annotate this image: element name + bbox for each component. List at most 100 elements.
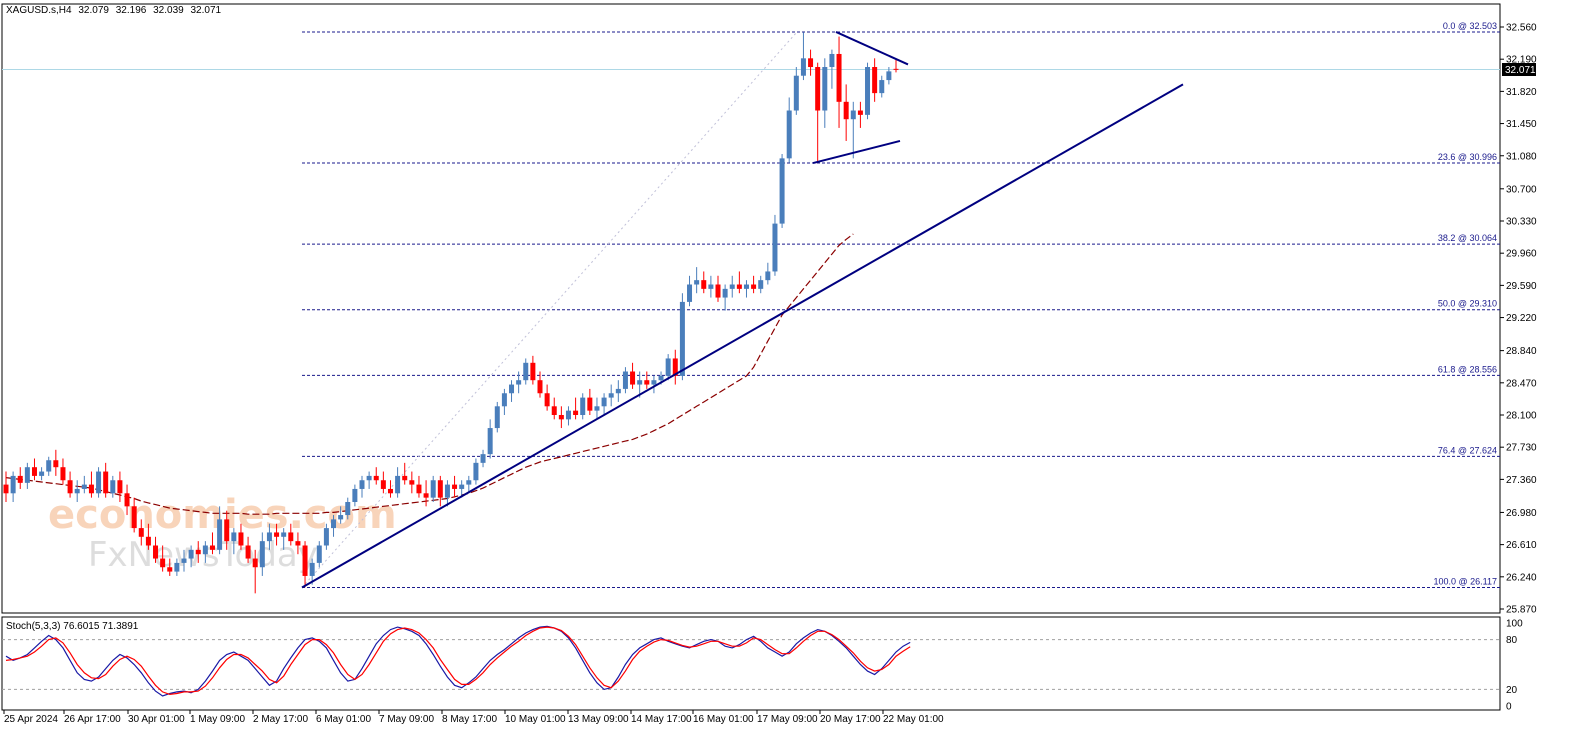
candle-body xyxy=(188,549,194,559)
candle xyxy=(679,293,685,381)
triangle-lower-line xyxy=(812,139,901,165)
candle-body xyxy=(516,380,522,385)
candle-body xyxy=(551,406,557,415)
candle xyxy=(573,397,579,420)
candle-body xyxy=(110,480,116,494)
price-tick-label: 32.560 xyxy=(1506,23,1537,34)
candle-body xyxy=(523,362,529,381)
candle xyxy=(131,497,137,533)
candle xyxy=(281,528,287,550)
support-trendline xyxy=(301,83,1184,589)
candle xyxy=(644,371,650,389)
candle-body xyxy=(131,506,137,529)
candle xyxy=(886,67,892,85)
time-tick-label: 14 May 17:00 xyxy=(631,714,692,725)
candle-body xyxy=(17,475,23,483)
candle xyxy=(687,275,693,307)
candle xyxy=(765,262,771,285)
candle-body xyxy=(872,67,878,94)
price-tick-label: 32.190 xyxy=(1506,55,1537,66)
candle-body xyxy=(323,528,329,546)
candle xyxy=(808,49,814,76)
candle xyxy=(872,58,878,102)
candle-body xyxy=(758,280,764,289)
moving-average-layer xyxy=(5,233,854,515)
candle-body xyxy=(672,358,678,376)
candle-body xyxy=(765,271,771,281)
candle xyxy=(288,523,294,546)
high-value: 32.196 xyxy=(116,5,147,16)
fibonacci-layer: 0.0 @ 32.503 23.6 @ 30.996 38.2 @ 30.064 50… xyxy=(301,21,1500,589)
candle-body xyxy=(281,532,287,537)
candle xyxy=(259,532,265,576)
candle xyxy=(694,267,700,294)
candle xyxy=(117,471,123,502)
fib-level-label: 100.0 @ 26.117 xyxy=(1433,577,1497,587)
price-tick-label: 29.220 xyxy=(1506,313,1537,324)
current-price-label: 32.071 xyxy=(1505,65,1536,76)
candle-body xyxy=(815,67,821,111)
candle xyxy=(402,462,408,485)
time-tick-label: 20 May 17:00 xyxy=(820,714,881,725)
candle xyxy=(60,458,66,485)
candle-body xyxy=(608,393,614,398)
candle xyxy=(46,456,52,476)
candle xyxy=(53,449,59,476)
candle xyxy=(302,541,308,588)
price-tick-label: 28.840 xyxy=(1506,346,1537,357)
time-tick-label: 10 May 01:00 xyxy=(505,714,566,725)
candle xyxy=(865,62,871,120)
candle xyxy=(153,536,159,563)
candle xyxy=(544,384,550,411)
candle-body xyxy=(124,493,130,507)
candle-body xyxy=(138,528,144,537)
candle-body xyxy=(352,488,358,502)
candle-body xyxy=(808,58,814,68)
candle xyxy=(252,549,258,594)
time-tick-label: 2 May 17:00 xyxy=(253,714,308,725)
candle xyxy=(444,480,450,507)
watermark: economies.com FxNewsToday xyxy=(48,492,397,575)
triangle-upper-line xyxy=(835,31,909,66)
candle xyxy=(323,523,329,550)
candle-body xyxy=(487,428,493,455)
candle-body xyxy=(893,68,899,70)
candle-body xyxy=(509,384,515,394)
candle xyxy=(459,480,465,498)
symbol-header: XAGUSD.s,H4 32.079 32.196 32.039 32.071 xyxy=(6,5,222,16)
candle-body xyxy=(409,480,415,485)
candle-body xyxy=(850,110,856,120)
candle xyxy=(167,558,173,576)
candle-body xyxy=(295,541,301,546)
time-tick-label: 7 May 09:00 xyxy=(379,714,434,725)
candle-body xyxy=(202,545,208,555)
stoch-signal-line xyxy=(5,626,911,696)
candle-body xyxy=(843,101,849,120)
candle-body xyxy=(39,471,45,476)
candle-body xyxy=(46,460,52,472)
candle-body xyxy=(665,358,671,376)
candle-body xyxy=(316,545,322,563)
candle xyxy=(672,349,678,385)
candle xyxy=(124,484,130,516)
candle-body xyxy=(345,501,351,516)
time-tick-label: 25 Apr 2024 xyxy=(4,714,58,725)
candle-body xyxy=(694,280,700,285)
stoch-tick-label: 20 xyxy=(1506,685,1518,696)
candle-body xyxy=(416,484,422,494)
candle xyxy=(615,380,621,402)
candle xyxy=(67,471,73,498)
stoch-panel-frame xyxy=(1,616,1501,711)
candle xyxy=(722,284,728,311)
candle-body xyxy=(565,410,571,420)
candle xyxy=(39,467,45,481)
time-tick-label: 16 May 01:00 xyxy=(693,714,754,725)
candle xyxy=(24,462,30,489)
candle-body xyxy=(338,515,344,520)
candle-body xyxy=(181,558,187,563)
candle xyxy=(395,467,401,498)
main-panel-frame xyxy=(1,3,1501,614)
candle xyxy=(245,536,251,563)
stoch-tick-label: 100 xyxy=(1506,619,1523,630)
candle xyxy=(893,58,899,73)
